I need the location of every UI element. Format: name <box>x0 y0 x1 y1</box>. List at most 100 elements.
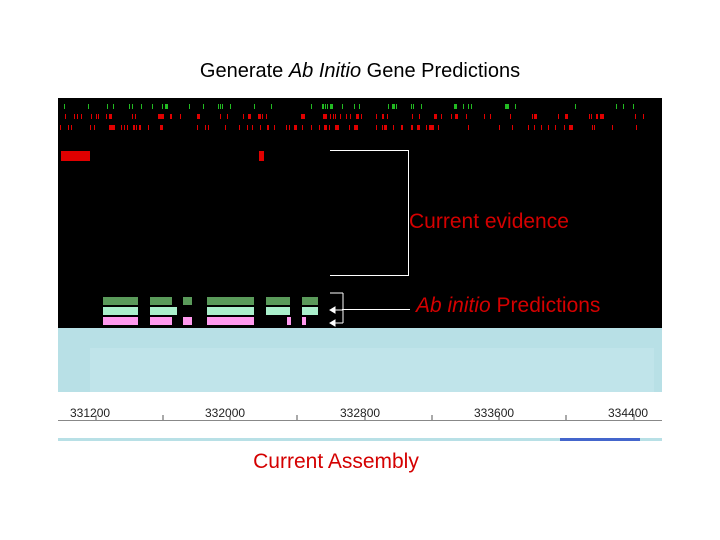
evidence-tick <box>356 114 359 119</box>
evidence-tick <box>239 125 240 130</box>
evidence-tick <box>401 125 402 130</box>
evidence-tick <box>319 125 320 130</box>
evidence-tick <box>510 114 511 119</box>
evidence-tick <box>411 125 412 130</box>
evidence-tick <box>396 104 397 109</box>
title-suffix: Gene Predictions <box>361 60 521 82</box>
ruler-baseline <box>58 420 662 421</box>
evidence-tick <box>499 125 500 130</box>
evidence-tick <box>109 114 112 119</box>
evidence-tick <box>127 125 128 130</box>
evidence-tick <box>289 125 290 130</box>
evidence-block-red-small <box>259 151 264 161</box>
evidence-tick <box>311 125 312 130</box>
evidence-tick <box>454 104 457 109</box>
evidence-tick <box>208 125 209 130</box>
evidence-tick <box>569 125 570 130</box>
evidence-tick <box>335 114 336 119</box>
evidence-tick <box>338 125 339 130</box>
evidence-tick <box>243 114 244 119</box>
evidence-tick <box>132 104 133 109</box>
ruler-tick-label: 333600 <box>474 406 514 420</box>
evidence-tick <box>376 114 377 119</box>
evidence-tick <box>111 114 112 119</box>
prediction-track-pink <box>103 317 306 325</box>
evidence-tick <box>158 114 161 119</box>
evidence-tick <box>388 104 389 109</box>
evidence-tick <box>322 104 323 109</box>
evidence-tick <box>152 104 153 109</box>
evidence-tick <box>112 125 113 130</box>
evidence-tick <box>302 125 303 130</box>
evidence-tick <box>515 104 516 109</box>
prediction-track-dark-green <box>103 297 318 305</box>
evidence-tick <box>113 125 114 130</box>
evidence-tick <box>113 104 114 109</box>
evidence-tick <box>419 114 420 119</box>
evidence-tick <box>77 114 78 119</box>
evidence-tick <box>636 125 637 130</box>
evidence-tick <box>558 114 559 119</box>
evidence-tick <box>134 125 135 130</box>
evidence-tick <box>340 114 341 119</box>
evidence-tick <box>594 125 595 130</box>
evidence-tick <box>286 125 287 130</box>
evidence-tick <box>426 125 427 130</box>
evidence-tick <box>225 125 226 130</box>
evidence-tick <box>330 114 331 119</box>
evidence-tick <box>324 125 327 130</box>
evidence-tick <box>412 125 413 130</box>
evidence-tick <box>107 104 108 109</box>
evidence-tick <box>361 114 362 119</box>
evidence-tick <box>512 125 513 130</box>
evidence-tick <box>616 104 617 109</box>
evidence-tick <box>564 125 565 130</box>
evidence-tick <box>354 125 357 130</box>
evidence-tick <box>438 125 439 130</box>
evidence-tick <box>534 114 537 119</box>
evidence-tick <box>330 104 331 109</box>
evidence-tick <box>262 114 263 119</box>
evidence-tick <box>358 114 359 119</box>
evidence-tick <box>227 114 228 119</box>
evidence-tick <box>68 125 69 130</box>
evidence-tick <box>548 125 549 130</box>
evidence-tick <box>197 125 198 130</box>
evidence-tick <box>349 125 350 130</box>
gene-tracks <box>61 151 344 327</box>
evidence-tick <box>81 114 82 119</box>
evidence-tick <box>643 114 644 119</box>
evidence-tick <box>302 114 305 119</box>
evidence-tick <box>139 125 140 130</box>
title-italic: Ab Initio <box>288 60 362 82</box>
genome-browser-panel <box>58 98 662 328</box>
evidence-tick <box>570 125 573 130</box>
evidence-tick-marks <box>60 104 644 130</box>
evidence-tick <box>528 125 529 130</box>
evidence-tick <box>252 125 253 130</box>
evidence-tick <box>329 125 330 130</box>
evidence-tick <box>342 104 343 109</box>
evidence-tick <box>222 104 223 109</box>
evidence-tick <box>106 114 107 119</box>
evidence-tick <box>301 114 302 119</box>
evidence-tick <box>411 104 412 109</box>
evidence-tick <box>323 104 324 109</box>
evidence-tick <box>413 104 414 109</box>
evidence-tick <box>597 114 598 119</box>
evidence-tick <box>421 104 422 109</box>
ruler-tick-label: 331200 <box>70 406 110 420</box>
evidence-tick <box>203 104 204 109</box>
evidence-tick <box>205 125 206 130</box>
predictions-suffix: Predictions <box>490 294 601 317</box>
assembly-track-inner <box>90 348 654 392</box>
ruler-tick-label: 332800 <box>340 406 380 420</box>
evidence-tick <box>140 125 141 130</box>
evidence-tick <box>136 125 137 130</box>
evidence-tick <box>91 114 92 119</box>
evidence-tick <box>532 114 533 119</box>
assembly-band-accent <box>560 438 640 441</box>
evidence-tick <box>357 125 358 130</box>
evidence-tick <box>457 114 458 119</box>
evidence-tick <box>555 125 556 130</box>
